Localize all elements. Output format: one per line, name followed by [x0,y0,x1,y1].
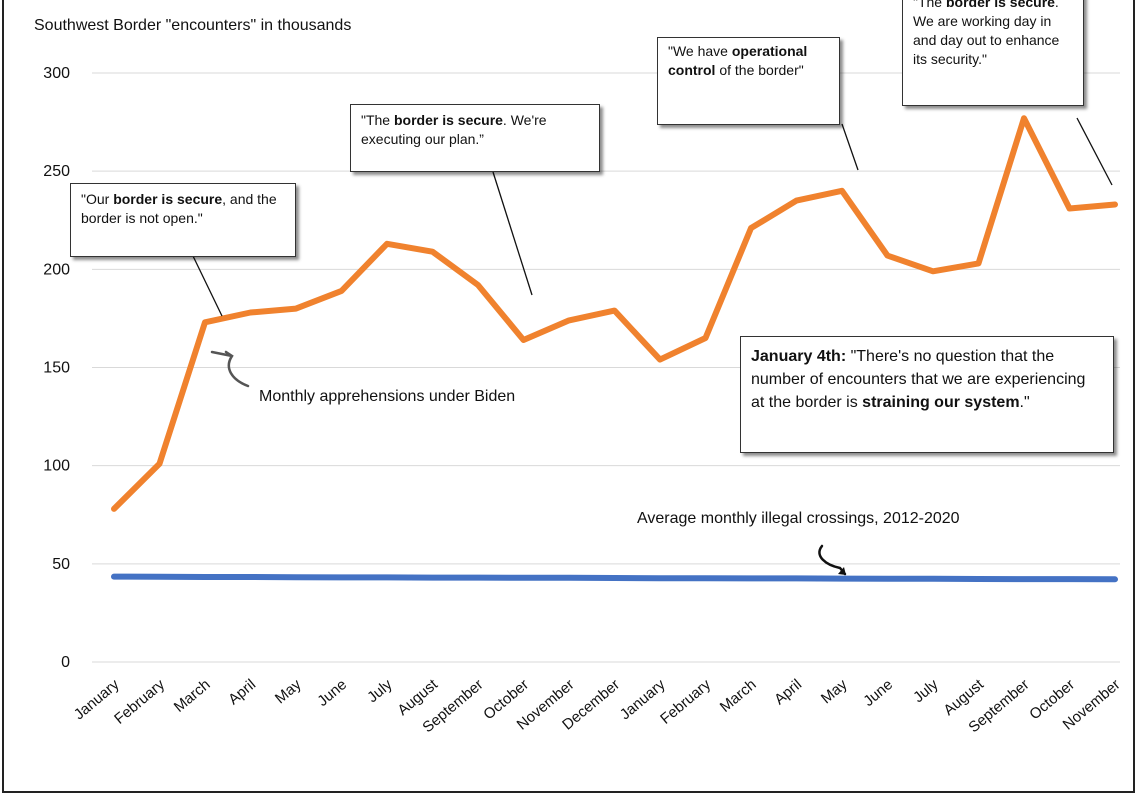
callout-border-secure-1: "Our border is secure, and the border is… [70,183,296,257]
callout-4-pointer [1076,117,1113,186]
callout-border-secure-3: "The border is secure. We are working da… [902,0,1084,106]
x-tick-label: April [225,676,259,708]
callout-2-pointer [492,171,533,296]
series-line [111,115,1118,512]
x-tick-label: March [171,676,214,716]
x-tick-label: May [818,676,851,708]
series-group [111,115,1118,583]
x-tick-label: February [657,676,714,728]
callout-straining-system: January 4th: "There's no question that t… [740,336,1114,453]
chart-subtitle: Southwest Border "encounters" in thousan… [34,17,351,34]
x-tick-label: July [910,676,942,706]
arrowhead-icon [838,567,846,575]
y-axis: 0 50 100 150 200 250 300 [43,65,70,671]
y-tick-label: 200 [43,261,70,278]
x-tick-label: May [272,676,305,708]
x-tick-label: February [111,676,168,728]
curved-arrow-icon [818,544,847,576]
series-line [111,573,1118,583]
callout-3-pointer [841,123,859,171]
annotation-arrows [192,117,1113,576]
callout-operational-control: "We have operational control of the bord… [657,37,840,125]
curved-arrow-icon [210,350,250,388]
y-tick-label: 150 [43,360,70,377]
x-tick-label: June [860,676,896,710]
x-tick-label: March [717,676,760,716]
callout-1-pointer [192,255,223,317]
y-tick-label: 0 [61,654,70,671]
y-tick-label: 250 [43,163,70,180]
average-series-label: Average monthly illegal crossings, 2012-… [637,510,960,527]
y-tick-label: 100 [43,458,70,475]
x-tick-label: July [364,676,396,706]
biden-series-label: Monthly apprehensions under Biden [259,388,516,405]
callout-border-secure-2: "The border is secure. We're executing o… [350,104,600,172]
y-tick-label: 300 [43,65,70,82]
y-tick-label: 50 [52,556,70,573]
x-tick-label: June [314,676,350,710]
x-tick-label: April [771,676,805,708]
